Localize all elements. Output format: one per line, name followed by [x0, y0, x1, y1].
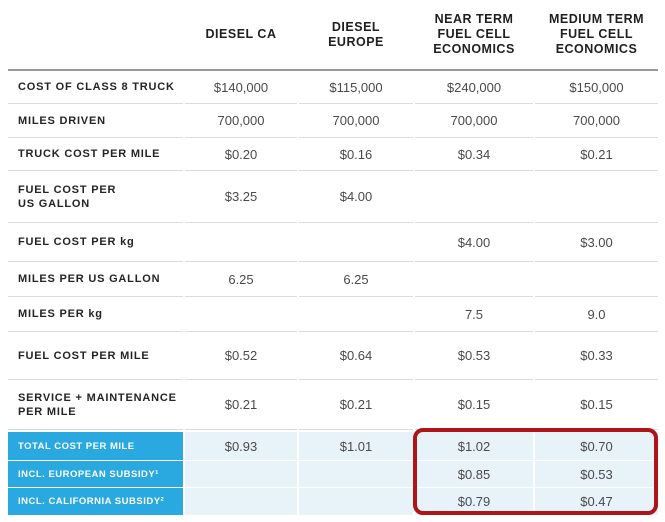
cell: [415, 171, 533, 223]
cell: $1.01: [299, 432, 413, 460]
cell: $0.20: [185, 138, 297, 171]
cell: 7.5: [415, 297, 533, 332]
row-miles-driven: MILES DRIVEN 700,000 700,000 700,000 700…: [8, 104, 658, 138]
cell: $0.21: [535, 138, 658, 171]
cell: [185, 223, 297, 262]
header-divider: [8, 69, 658, 71]
cell: $0.15: [415, 380, 533, 430]
cell: $0.15: [535, 380, 658, 430]
row-truck-cost-per-mile: TRUCK COST PER MILE $0.20 $0.16 $0.34 $0…: [8, 138, 658, 171]
cell: $0.47: [535, 488, 658, 515]
cell: [535, 171, 658, 223]
row-label: MILES DRIVEN: [8, 104, 183, 138]
cell: 6.25: [299, 262, 413, 297]
cell: $0.85: [415, 461, 533, 487]
cell: [185, 461, 297, 487]
cell: $4.00: [299, 171, 413, 223]
row-label-highlighted: INCL. CALIFORNIA SUBSIDY²: [8, 488, 183, 515]
cell: $150,000: [535, 71, 658, 104]
cell: $0.53: [535, 461, 658, 487]
cell: 700,000: [415, 104, 533, 138]
cell: [185, 488, 297, 515]
cell: $115,000: [299, 71, 413, 104]
cell: $0.53: [415, 332, 533, 380]
cell: $0.64: [299, 332, 413, 380]
cell: $0.93: [185, 432, 297, 460]
cell: $240,000: [415, 71, 533, 104]
cell: 700,000: [299, 104, 413, 138]
cell: $4.00: [415, 223, 533, 262]
column-header-near-term-fuel-cell: NEAR TERM FUEL CELL ECONOMICS: [433, 12, 515, 56]
cell: $0.33: [535, 332, 658, 380]
row-label: COST OF CLASS 8 TRUCK: [8, 71, 183, 104]
cell: $0.79: [415, 488, 533, 515]
cell: $140,000: [185, 71, 297, 104]
cell: $0.52: [185, 332, 297, 380]
row-miles-per-kg: MILES PER kg 7.5 9.0: [8, 297, 658, 332]
corner-cell: [8, 0, 183, 69]
row-label: TRUCK COST PER MILE: [8, 138, 183, 171]
row-label: FUEL COST PER US GALLON: [8, 171, 183, 223]
row-fuel-cost-per-us-gallon: FUEL COST PER US GALLON $3.25 $4.00: [8, 171, 658, 223]
row-label: FUEL COST PER kg: [8, 223, 183, 262]
cell: 9.0: [535, 297, 658, 332]
cell: $1.02: [415, 432, 533, 460]
cell: 700,000: [535, 104, 658, 138]
column-header-diesel-europe: DIESEL EUROPE: [328, 19, 384, 49]
row-label-highlighted: TOTAL COST PER MILE: [8, 432, 183, 460]
cell: 700,000: [185, 104, 297, 138]
cell: $0.21: [299, 380, 413, 430]
row-label: FUEL COST PER MILE: [8, 332, 183, 380]
row-label-highlighted: INCL. EUROPEAN SUBSIDY¹: [8, 461, 183, 487]
cell: $0.70: [535, 432, 658, 460]
row-fuel-cost-per-mile: FUEL COST PER MILE $0.52 $0.64 $0.53 $0.…: [8, 332, 658, 380]
header-row: DIESEL CA DIESEL EUROPE NEAR TERM FUEL C…: [8, 0, 658, 69]
row-service-maintenance-per-mile: SERVICE + MAINTENANCE PER MILE $0.21 $0.…: [8, 380, 658, 430]
cell: $3.00: [535, 223, 658, 262]
cell: 6.25: [185, 262, 297, 297]
cell: [185, 297, 297, 332]
cell: [299, 488, 413, 515]
row-fuel-cost-per-kg: FUEL COST PER kg $4.00 $3.00: [8, 223, 658, 262]
row-total-cost-per-mile: TOTAL COST PER MILE $0.93 $1.01 $1.02 $0…: [8, 432, 658, 460]
cell: [535, 262, 658, 297]
cell: [299, 297, 413, 332]
row-label: MILES PER US GALLON: [8, 262, 183, 297]
row-label: MILES PER kg: [8, 297, 183, 332]
row-incl-european-subsidy: INCL. EUROPEAN SUBSIDY¹ $0.85 $0.53: [8, 461, 658, 487]
row-cost-of-class-8-truck: COST OF CLASS 8 TRUCK $140,000 $115,000 …: [8, 71, 658, 104]
cell: $0.21: [185, 380, 297, 430]
row-incl-california-subsidy: INCL. CALIFORNIA SUBSIDY² $0.79 $0.47: [8, 488, 658, 515]
row-label: SERVICE + MAINTENANCE PER MILE: [8, 380, 183, 430]
cell: $3.25: [185, 171, 297, 223]
column-header-diesel-ca: DIESEL CA: [205, 27, 277, 41]
row-miles-per-us-gallon: MILES PER US GALLON 6.25 6.25: [8, 262, 658, 297]
cell: $0.16: [299, 138, 413, 171]
cell: [299, 461, 413, 487]
cell: [415, 262, 533, 297]
cell: [299, 223, 413, 262]
column-header-medium-term-fuel-cell: MEDIUM TERM FUEL CELL ECONOMICS: [548, 12, 645, 56]
cell: $0.34: [415, 138, 533, 171]
